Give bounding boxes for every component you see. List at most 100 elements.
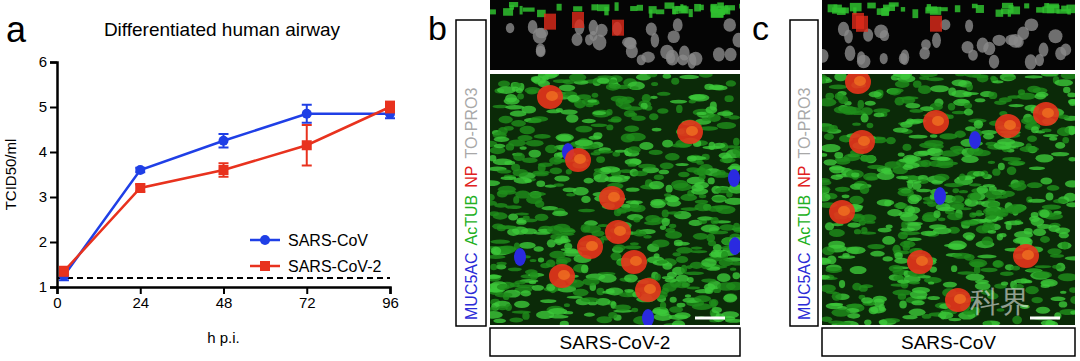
tick-mark: [50, 62, 57, 64]
cilia: [926, 77, 944, 81]
cilia: [726, 80, 736, 86]
stain-label: AcTUB: [463, 195, 480, 246]
stain-label-box: [456, 20, 486, 326]
cilia: [598, 150, 613, 153]
cilia: [964, 109, 973, 116]
cilia: [999, 233, 1006, 237]
error-bar: [302, 105, 312, 123]
cilia: [684, 271, 704, 275]
cilia: [959, 173, 965, 180]
cilia: [841, 8, 849, 14]
y-axis-title: TCID50/ml: [2, 139, 19, 211]
cilia: [966, 83, 973, 90]
cilia: [509, 2, 518, 7]
cilia: [688, 95, 706, 101]
cilia: [842, 194, 850, 198]
cilia: [908, 281, 920, 284]
nucleus: [725, 48, 737, 61]
cilia: [1049, 137, 1057, 141]
cilia: [835, 187, 850, 192]
cilia: [834, 72, 847, 81]
nucleus: [977, 37, 989, 52]
cilia: [675, 281, 691, 288]
cilia: [581, 196, 590, 203]
error-bar-segment: [219, 147, 229, 149]
cilia: [896, 176, 908, 179]
cilia: [965, 235, 973, 241]
cilia: [513, 82, 522, 87]
cilia: [955, 73, 966, 77]
cilia: [951, 79, 966, 86]
cilia: [907, 238, 922, 241]
cilia: [692, 303, 712, 310]
cilia: [650, 96, 658, 99]
cilia: [1005, 141, 1024, 147]
cilia: [928, 148, 944, 157]
cilia: [967, 193, 981, 201]
cilia: [495, 292, 513, 297]
cilia: [1062, 137, 1069, 143]
cilia: [685, 294, 691, 297]
cilia: [649, 113, 658, 120]
cilia: [903, 144, 912, 151]
cilia: [721, 251, 728, 260]
cilia: [529, 280, 537, 284]
cilia: [1007, 95, 1021, 99]
cilia: [711, 196, 727, 200]
cilia: [816, 258, 832, 265]
data-point: [135, 183, 145, 193]
cilia: [819, 78, 826, 84]
cilia: [818, 78, 832, 83]
cilia: [1052, 265, 1061, 269]
cilia: [497, 169, 511, 173]
cilia: [673, 252, 681, 256]
cilia: [860, 155, 876, 162]
cilia: [503, 8, 513, 16]
cilia: [976, 5, 984, 13]
cilia: [825, 267, 842, 273]
cilia: [651, 199, 664, 206]
cilia: [691, 184, 704, 192]
cilia: [730, 262, 746, 266]
cilia: [818, 98, 836, 107]
cilia: [584, 313, 595, 317]
tick-mark: [50, 152, 57, 154]
cilia: [940, 7, 948, 11]
cilia: [526, 140, 544, 147]
cilia: [497, 306, 508, 310]
nucleus: [900, 50, 909, 65]
cilia: [732, 272, 740, 279]
cilia: [974, 120, 983, 129]
cilia: [531, 285, 544, 291]
cilia: [520, 6, 523, 15]
cilia: [711, 250, 720, 258]
cilia: [647, 72, 657, 78]
infected-cell-core: [630, 256, 642, 266]
infected-cell-core: [854, 76, 866, 86]
nucleus: [713, 47, 725, 61]
cilia: [912, 9, 918, 18]
np-signal: [930, 16, 942, 32]
cilia: [867, 123, 874, 128]
cilia: [1065, 180, 1079, 187]
cilia: [980, 268, 997, 273]
cilia: [894, 258, 909, 264]
cilia: [513, 152, 525, 161]
cilia: [905, 158, 915, 164]
cilia: [720, 158, 736, 163]
infected-cell-core: [838, 206, 850, 216]
cilia: [708, 114, 721, 122]
cilia: [509, 318, 523, 323]
cilia: [520, 146, 527, 150]
cilia: [1014, 279, 1031, 284]
cilia: [831, 309, 850, 317]
cilia: [1041, 320, 1056, 326]
tick-label: 0: [53, 294, 61, 311]
cilia: [998, 163, 1005, 171]
cilia: [1057, 242, 1071, 249]
cilia: [884, 7, 890, 12]
infected-cell: [599, 186, 625, 210]
stain-label: TO-PRO3: [796, 88, 813, 159]
cilia: [487, 275, 502, 278]
error-bar-segment: [302, 122, 312, 124]
